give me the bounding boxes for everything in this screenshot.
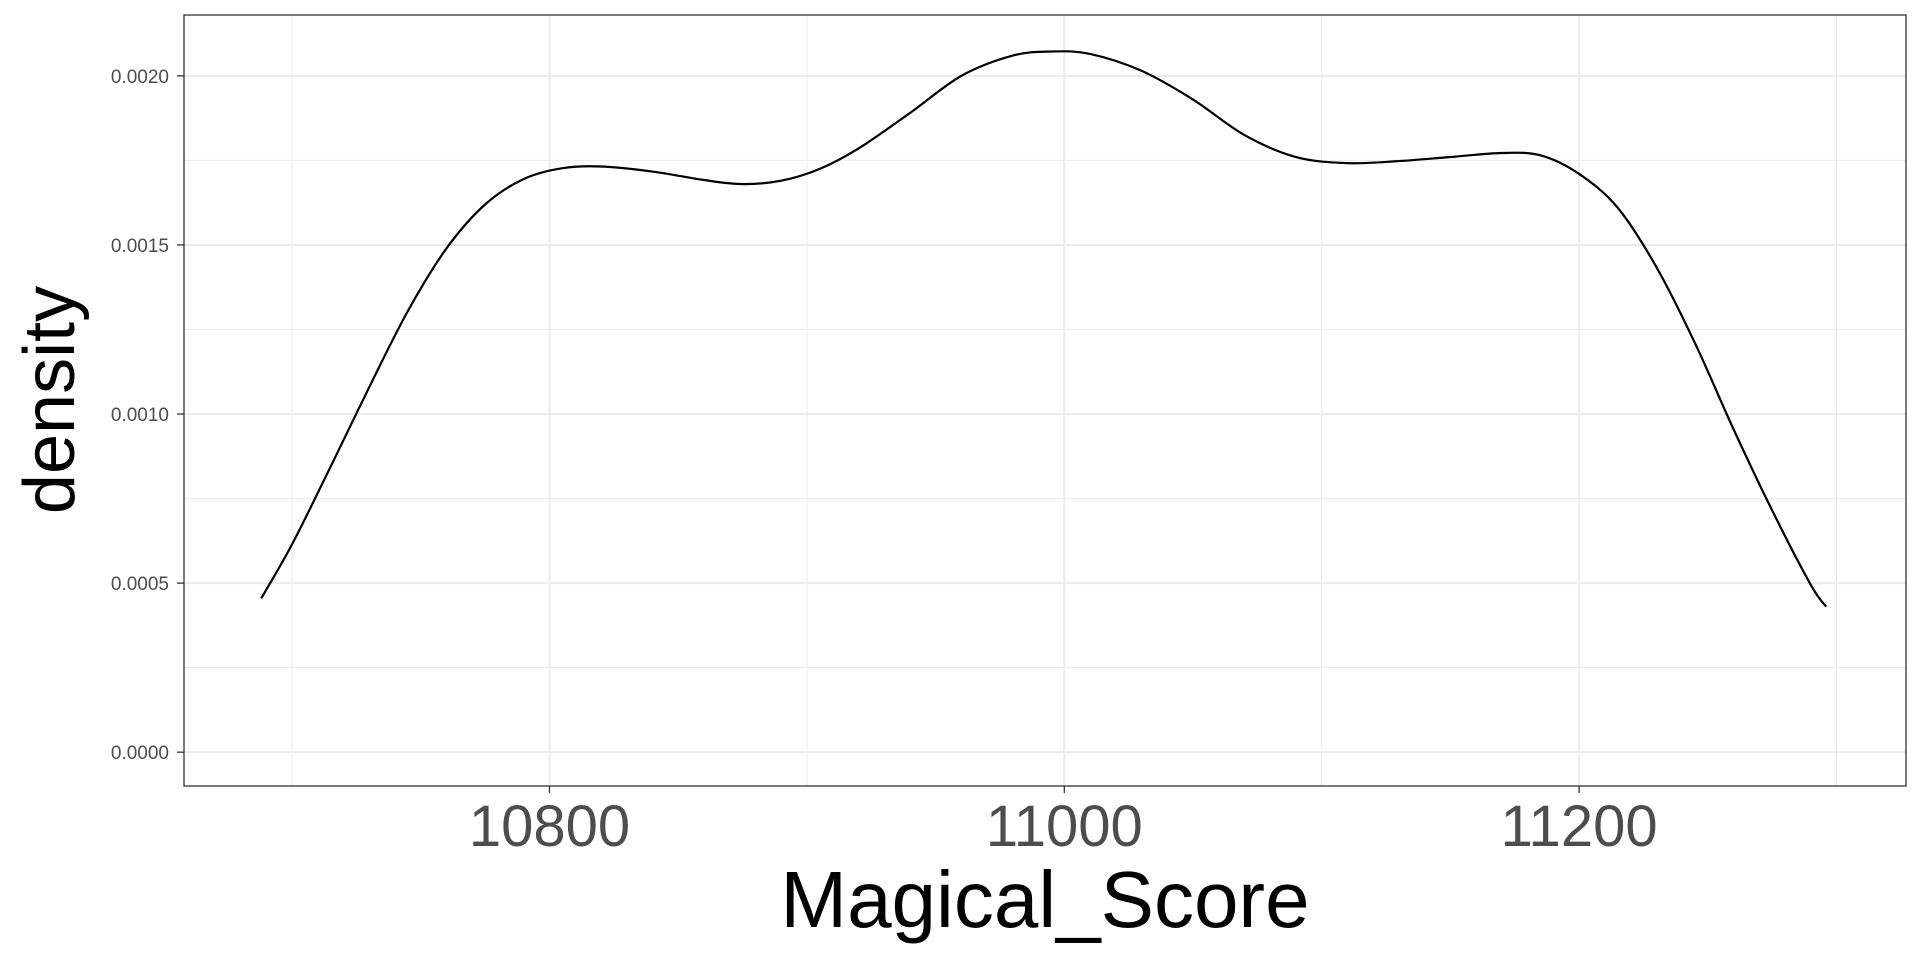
y-tick-label: 0.0000 (111, 743, 169, 764)
plot-border (183, 14, 1907, 787)
y-tick-label: 0.0010 (111, 405, 169, 426)
y-tick-label: 0.0020 (111, 67, 169, 88)
grid-lines (184, 15, 1906, 786)
x-tick-label: 10800 (469, 794, 630, 859)
density-curve (260, 50, 1828, 608)
y-tick-label: 0.0015 (111, 236, 169, 257)
plot-panel (184, 15, 1906, 786)
x-tick-label: 11200 (1501, 794, 1658, 859)
x-axis-title: Magical_Score (780, 855, 1309, 944)
x-tick-label: 11000 (986, 794, 1143, 859)
y-axis-title: density (10, 286, 90, 514)
axes: 0.0000 0.0005 0.0010 0.0015 0.0020 10800 11000… (111, 67, 1658, 859)
y-tick-label: 0.0005 (111, 574, 169, 595)
